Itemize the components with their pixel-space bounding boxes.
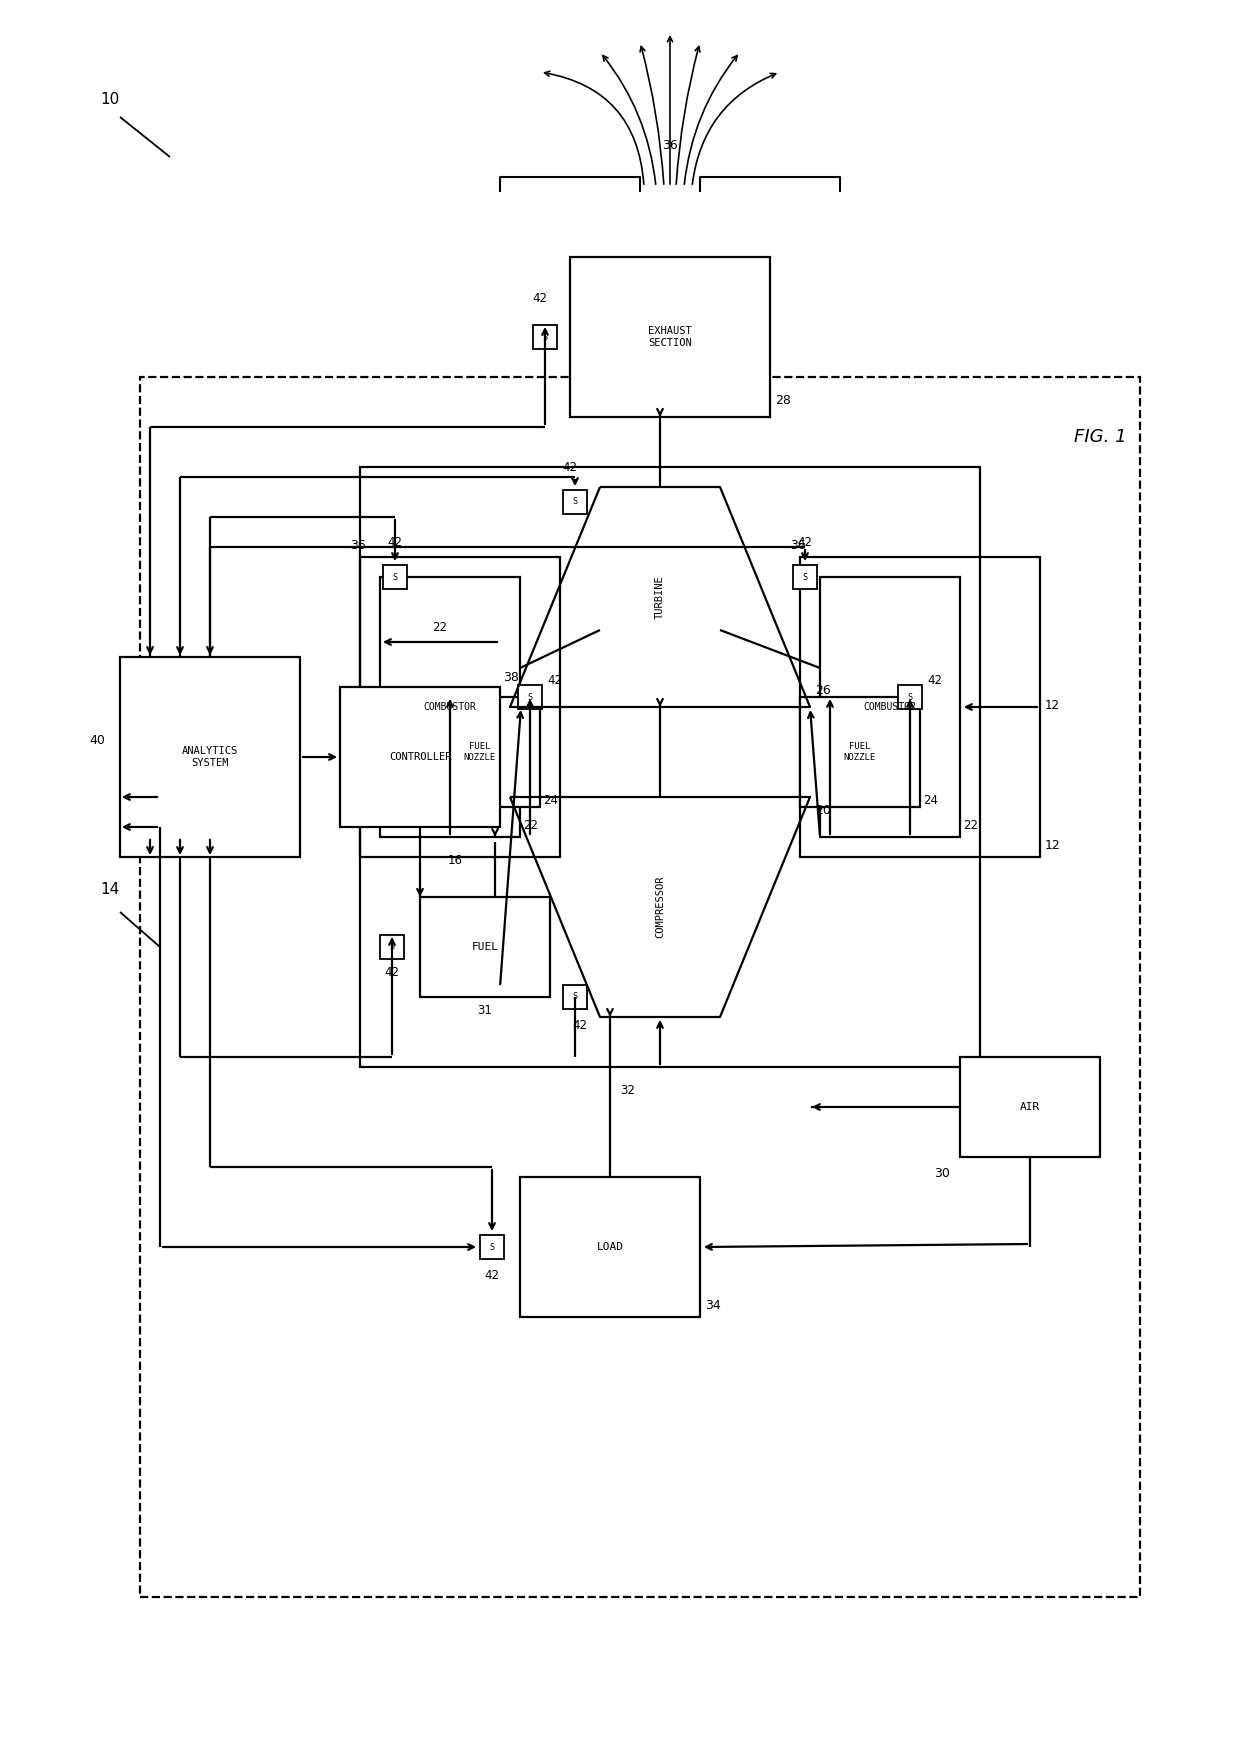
Text: 14: 14 — [100, 882, 119, 896]
Text: FIG. 1: FIG. 1 — [1074, 427, 1126, 446]
Text: 36: 36 — [350, 538, 366, 552]
Text: ANALYTICS
SYSTEM: ANALYTICS SYSTEM — [182, 747, 238, 768]
Text: 22: 22 — [523, 820, 538, 832]
Text: S: S — [389, 943, 394, 952]
Text: 40: 40 — [89, 735, 105, 747]
Bar — [570, 257, 770, 417]
Bar — [518, 684, 542, 709]
Text: 10: 10 — [100, 92, 119, 108]
Text: 24: 24 — [543, 794, 558, 808]
Text: TURBINE: TURBINE — [655, 575, 665, 618]
Text: 42: 42 — [928, 674, 942, 688]
Text: 26: 26 — [815, 684, 831, 697]
Text: 42: 42 — [532, 292, 548, 306]
Text: COMPRESSOR: COMPRESSOR — [655, 875, 665, 938]
Bar — [360, 558, 560, 856]
Bar — [140, 377, 1140, 1596]
Bar — [520, 1178, 701, 1317]
Text: 38: 38 — [503, 670, 518, 684]
Bar — [898, 684, 923, 709]
Text: 22: 22 — [433, 622, 448, 634]
Text: 34: 34 — [706, 1299, 720, 1311]
Bar — [820, 577, 960, 837]
Bar — [563, 490, 587, 514]
Text: 32: 32 — [620, 1084, 635, 1098]
Text: 12: 12 — [1045, 698, 1060, 712]
Text: 30: 30 — [934, 1167, 950, 1179]
Text: 42: 42 — [573, 1020, 588, 1032]
Text: 42: 42 — [548, 674, 563, 688]
Bar — [800, 697, 920, 808]
Text: COMBUSTOR: COMBUSTOR — [863, 702, 916, 712]
Bar — [563, 985, 587, 1009]
Bar — [800, 558, 1040, 856]
Text: S: S — [573, 992, 578, 1002]
Text: S: S — [908, 693, 913, 702]
Text: FUEL: FUEL — [471, 941, 498, 952]
Text: S: S — [543, 332, 548, 342]
Text: 31: 31 — [477, 1004, 492, 1016]
Text: 36: 36 — [790, 538, 806, 552]
Bar — [120, 657, 300, 856]
Bar — [340, 688, 500, 827]
Bar — [420, 697, 539, 808]
Text: EXHAUST
SECTION: EXHAUST SECTION — [649, 327, 692, 347]
Text: FUEL
NOZZLE: FUEL NOZZLE — [464, 742, 496, 763]
Bar — [383, 565, 407, 589]
Text: 20: 20 — [815, 804, 831, 816]
Text: 42: 42 — [485, 1270, 500, 1282]
Text: 42: 42 — [563, 460, 578, 474]
Text: S: S — [802, 573, 807, 582]
Text: S: S — [573, 497, 578, 507]
Bar — [794, 565, 817, 589]
Text: S: S — [490, 1242, 495, 1251]
Text: 16: 16 — [448, 855, 463, 867]
Text: COMBUSTOR: COMBUSTOR — [424, 702, 476, 712]
Text: 24: 24 — [923, 794, 937, 808]
Text: 28: 28 — [775, 394, 791, 406]
Text: 22: 22 — [963, 820, 978, 832]
Bar — [420, 896, 551, 997]
Text: 42: 42 — [797, 537, 812, 549]
Text: S: S — [527, 693, 532, 702]
Bar — [379, 935, 404, 959]
Text: 12: 12 — [1045, 839, 1060, 853]
Bar — [480, 1235, 503, 1259]
Text: S: S — [393, 573, 398, 582]
Text: CONTROLLER: CONTROLLER — [389, 752, 451, 763]
Bar — [379, 577, 520, 837]
Bar — [960, 1058, 1100, 1157]
Text: 42: 42 — [387, 537, 403, 549]
Text: 36: 36 — [662, 139, 678, 153]
Text: LOAD: LOAD — [596, 1242, 624, 1252]
Text: 42: 42 — [384, 966, 399, 980]
Bar — [533, 325, 557, 349]
Text: AIR: AIR — [1019, 1101, 1040, 1112]
Bar — [360, 467, 980, 1067]
Text: FUEL
NOZZLE: FUEL NOZZLE — [844, 742, 877, 763]
